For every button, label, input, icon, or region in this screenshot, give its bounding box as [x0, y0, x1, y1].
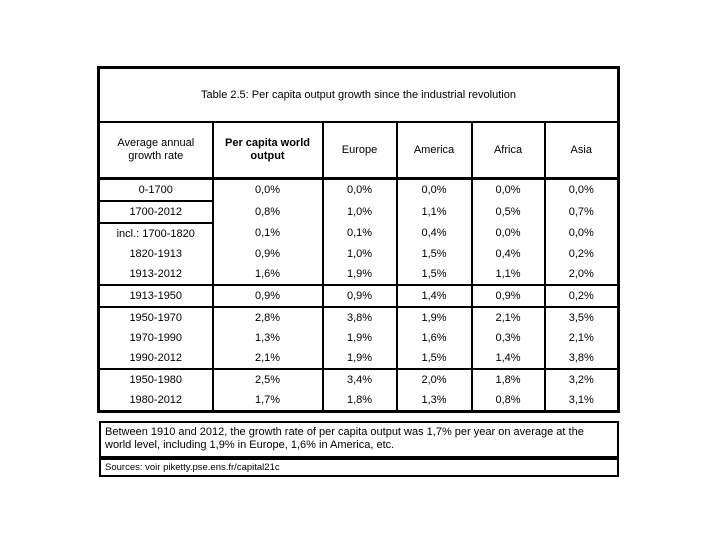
period-cell: 1820-1913 [129, 247, 183, 260]
value-cell: 2,1% [543, 328, 619, 348]
table-row: 1990-2012 2,1% 1,9% 1,5% 1,4% 3,8% [98, 348, 619, 370]
table-row: 1950-1970 2,8% 3,8% 1,9% 2,1% 3,5% [99, 307, 619, 328]
column-header-america: America [395, 122, 472, 180]
value-cell: 1,1% [470, 264, 545, 286]
table-row: incl.: 1700-1820 0,1% 0,1% 0,4% 0,0% 0,0… [99, 223, 619, 244]
value-cell: 3,5% [543, 307, 619, 328]
value-cell: 0,0% [211, 178, 323, 201]
value-cell: 3,1% [543, 390, 619, 412]
value-cell: 1,9% [395, 307, 472, 328]
sources-box: Sources: voir piketty.pse.ens.fr/capital… [99, 458, 619, 477]
value-cell: 2,5% [211, 369, 323, 390]
value-cell: 0,7% [543, 201, 619, 223]
value-cell: 1,6% [395, 328, 472, 348]
value-cell: 1,9% [321, 328, 397, 348]
column-header-asia: Asia [543, 122, 619, 180]
period-cell: 1913-2012 [98, 264, 213, 286]
growth-table: Table 2.5: Per capita output growth sinc… [97, 66, 620, 413]
table-title: Table 2.5: Per capita output growth sinc… [98, 67, 619, 123]
value-cell: 1,0% [321, 201, 397, 223]
footnote-box: Between 1910 and 2012, the growth rate o… [99, 421, 619, 458]
period-cell: incl.: 1700-1820 [116, 227, 195, 240]
value-cell: 1,5% [395, 244, 472, 264]
period-cell: 1950-1980 [129, 373, 183, 386]
value-cell: 1,6% [211, 264, 323, 286]
value-cell: 3,8% [543, 348, 619, 370]
value-cell: 1,5% [395, 348, 472, 370]
table-row: 1970-1990 1,3% 1,9% 1,6% 0,3% 2,1% [99, 328, 619, 348]
value-cell: 0,8% [470, 390, 545, 412]
value-cell: 0,4% [470, 244, 545, 264]
value-cell: 1,1% [395, 201, 472, 223]
column-header-africa: Africa [470, 122, 545, 180]
value-cell: 1,8% [321, 390, 397, 412]
value-cell: 0,0% [321, 178, 397, 201]
table-row: 1700-2012 0,8% 1,0% 1,1% 0,5% 0,7% [98, 201, 619, 224]
value-cell: 0,3% [470, 328, 545, 348]
value-cell: 0,4% [395, 223, 472, 244]
column-header-europe: Europe [321, 122, 397, 180]
value-cell: 0,0% [470, 223, 545, 244]
table-row: 0-1700 0,0% 0,0% 0,0% 0,0% 0,0% [98, 178, 619, 202]
value-cell: 0,2% [543, 244, 619, 264]
value-cell: 2,8% [211, 307, 323, 328]
value-cell: 0,9% [470, 285, 545, 308]
column-header-world-output: Per capita world output [211, 122, 323, 180]
table-row: 1980-2012 1,7% 1,8% 1,3% 0,8% 3,1% [99, 390, 619, 412]
value-cell: 1,9% [321, 264, 397, 286]
value-cell: 2,0% [543, 264, 619, 286]
period-cell: 1913-1950 [98, 285, 213, 308]
value-cell: 0,1% [321, 223, 397, 244]
table-row: 1913-1950 0,9% 0,9% 1,4% 0,9% 0,2% [98, 285, 619, 308]
value-cell: 1,8% [470, 369, 545, 390]
period-cell: 0-1700 [98, 178, 213, 202]
value-cell: 1,9% [321, 348, 397, 370]
value-cell: 1,7% [211, 390, 323, 412]
growth-table-container: Table 2.5: Per capita output growth sinc… [97, 66, 620, 413]
value-cell: 1,0% [321, 244, 397, 264]
value-cell: 1,3% [395, 390, 472, 412]
value-cell: 2,1% [211, 348, 323, 370]
table-row: 1820-1913 0,9% 1,0% 1,5% 0,4% 0,2% [99, 244, 619, 264]
value-cell: 0,8% [211, 201, 323, 223]
column-header-growth-rate: Average annual growth rate [98, 122, 213, 180]
value-cell: 0,0% [395, 178, 472, 201]
value-cell: 0,0% [543, 178, 619, 201]
value-cell: 0,0% [543, 223, 619, 244]
value-cell: 2,1% [470, 307, 545, 328]
value-cell: 1,5% [395, 264, 472, 286]
period-cell: 1950-1970 [129, 311, 183, 324]
value-cell: 1,4% [395, 285, 472, 308]
title-row: Table 2.5: Per capita output growth sinc… [98, 67, 619, 123]
value-cell: 2,0% [395, 369, 472, 390]
value-cell: 3,2% [543, 369, 619, 390]
table-row: 1913-2012 1,6% 1,9% 1,5% 1,1% 2,0% [98, 264, 619, 286]
value-cell: 0,9% [321, 285, 397, 308]
period-cell: 1980-2012 [129, 393, 183, 406]
value-cell: 0,9% [211, 244, 323, 264]
value-cell: 3,4% [321, 369, 397, 390]
table-row: 1950-1980 2,5% 3,4% 2,0% 1,8% 3,2% [99, 369, 619, 390]
period-cell: 1970-1990 [129, 331, 183, 344]
value-cell: 0,0% [470, 178, 545, 201]
value-cell: 3,8% [321, 307, 397, 328]
value-cell: 0,5% [470, 201, 545, 223]
period-cell: 1700-2012 [98, 201, 213, 224]
value-cell: 1,4% [470, 348, 545, 370]
value-cell: 1,3% [211, 328, 323, 348]
header-row: Average annual growth rate Per capita wo… [98, 122, 619, 180]
value-cell: 0,1% [211, 223, 323, 244]
value-cell: 0,9% [211, 285, 323, 308]
period-cell: 1990-2012 [98, 348, 213, 370]
value-cell: 0,2% [543, 285, 619, 308]
